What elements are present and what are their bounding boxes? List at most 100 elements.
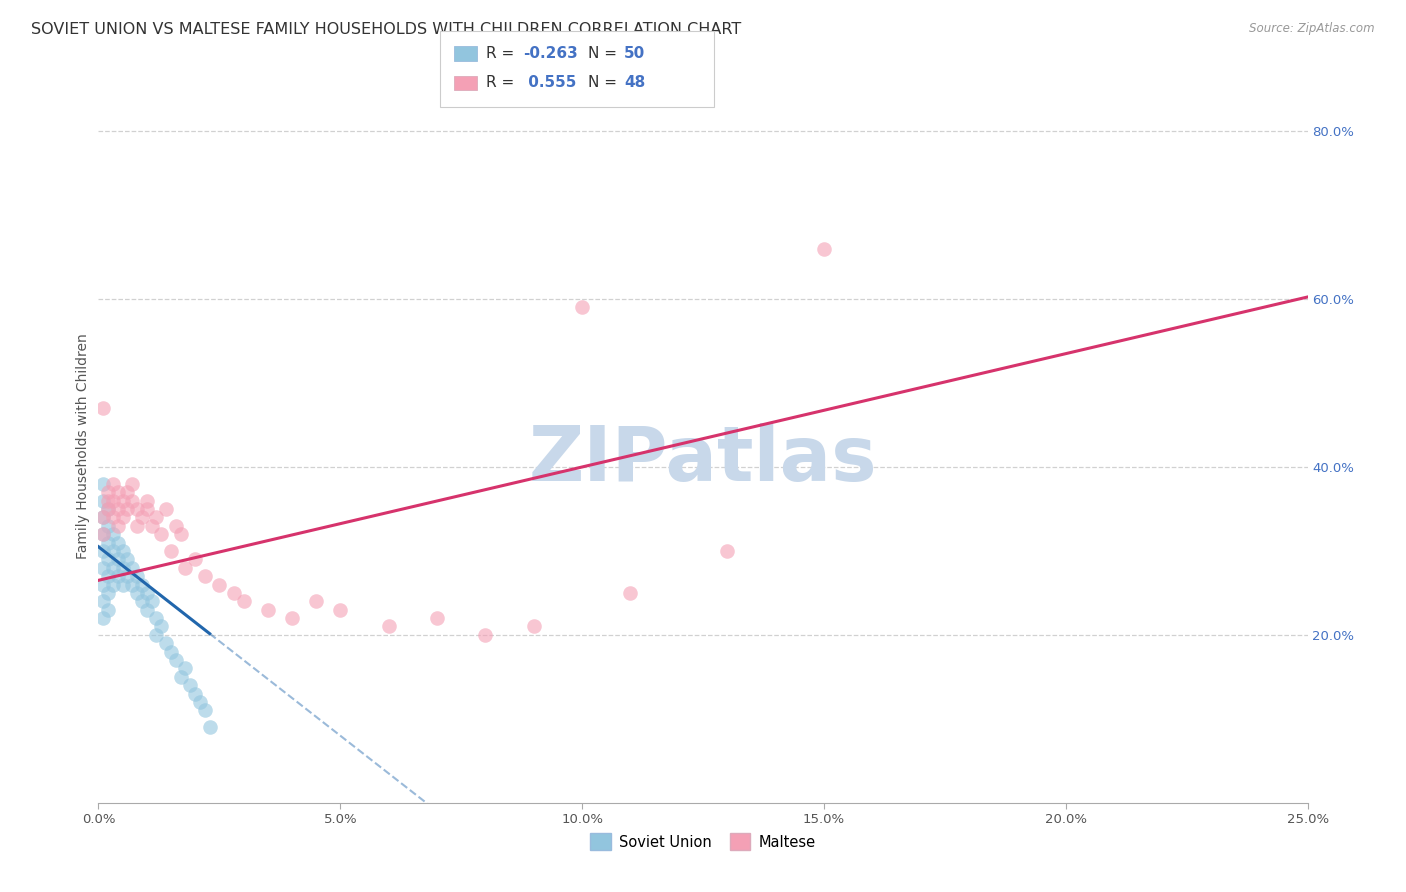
Point xyxy=(160,645,183,659)
Point xyxy=(107,485,129,500)
Text: Source: ZipAtlas.com: Source: ZipAtlas.com xyxy=(1250,22,1375,36)
Point xyxy=(97,603,120,617)
Point xyxy=(377,619,399,633)
Point xyxy=(222,586,245,600)
Y-axis label: Family Households with Children: Family Households with Children xyxy=(76,333,90,559)
Point xyxy=(101,493,124,508)
Point xyxy=(91,544,114,558)
Point xyxy=(97,586,120,600)
Point xyxy=(91,594,114,608)
Point xyxy=(474,628,496,642)
Point xyxy=(101,577,124,591)
Point xyxy=(91,493,114,508)
Point xyxy=(111,577,134,591)
Point xyxy=(523,619,546,633)
Point xyxy=(91,527,114,541)
Point xyxy=(111,493,134,508)
Text: N =: N = xyxy=(588,46,621,61)
Point xyxy=(145,628,167,642)
Text: N =: N = xyxy=(588,76,621,90)
Point xyxy=(165,653,187,667)
Point xyxy=(135,493,157,508)
Point xyxy=(101,527,124,541)
Point xyxy=(208,577,231,591)
Point xyxy=(107,518,129,533)
Point xyxy=(281,611,304,625)
Point xyxy=(91,476,114,491)
Point xyxy=(121,577,143,591)
Text: R =: R = xyxy=(486,76,520,90)
Text: -0.263: -0.263 xyxy=(523,46,578,61)
Point xyxy=(188,695,211,709)
Point xyxy=(150,527,173,541)
Point xyxy=(813,242,835,256)
Point xyxy=(121,476,143,491)
Text: SOVIET UNION VS MALTESE FAMILY HOUSEHOLDS WITH CHILDREN CORRELATION CHART: SOVIET UNION VS MALTESE FAMILY HOUSEHOLD… xyxy=(31,22,741,37)
Point xyxy=(97,569,120,583)
Point xyxy=(107,552,129,566)
Point xyxy=(141,594,163,608)
Point xyxy=(619,586,641,600)
Point xyxy=(131,577,153,591)
Point xyxy=(101,476,124,491)
Point xyxy=(101,560,124,574)
Point xyxy=(179,678,201,692)
Point xyxy=(91,401,114,416)
Point xyxy=(194,569,217,583)
Point xyxy=(117,552,139,566)
Point xyxy=(107,569,129,583)
Point xyxy=(155,502,177,516)
Text: 0.555: 0.555 xyxy=(523,76,576,90)
Point xyxy=(127,569,149,583)
Point xyxy=(716,544,738,558)
Point xyxy=(117,569,139,583)
Point xyxy=(135,502,157,516)
Point xyxy=(101,544,124,558)
Point xyxy=(169,527,191,541)
Point xyxy=(97,535,120,549)
Point xyxy=(97,502,120,516)
Text: ZIPatlas: ZIPatlas xyxy=(529,424,877,497)
Point xyxy=(571,301,593,315)
Point xyxy=(91,577,114,591)
Point xyxy=(174,560,197,574)
Point xyxy=(305,594,328,608)
Point xyxy=(145,611,167,625)
Point xyxy=(111,544,134,558)
Point xyxy=(127,586,149,600)
Point xyxy=(131,594,153,608)
Point xyxy=(97,502,120,516)
Point xyxy=(184,687,207,701)
Point xyxy=(232,594,254,608)
Point xyxy=(141,518,163,533)
Text: 48: 48 xyxy=(624,76,645,90)
Point xyxy=(145,510,167,524)
Text: 50: 50 xyxy=(624,46,645,61)
Point xyxy=(256,603,278,617)
Point xyxy=(127,502,149,516)
Point xyxy=(135,603,157,617)
Point xyxy=(101,510,124,524)
Point xyxy=(117,485,139,500)
Point xyxy=(121,493,143,508)
Point xyxy=(198,720,221,734)
Point xyxy=(426,611,449,625)
Point xyxy=(91,560,114,574)
Point xyxy=(174,661,197,675)
Point xyxy=(169,670,191,684)
Text: R =: R = xyxy=(486,46,520,61)
Point xyxy=(127,518,149,533)
Point xyxy=(97,493,120,508)
Point xyxy=(91,527,114,541)
Point xyxy=(97,485,120,500)
Point xyxy=(131,510,153,524)
Legend: Soviet Union, Maltese: Soviet Union, Maltese xyxy=(585,828,821,856)
Point xyxy=(160,544,183,558)
Point xyxy=(97,518,120,533)
Point xyxy=(155,636,177,650)
Point xyxy=(111,510,134,524)
Point xyxy=(150,619,173,633)
Point xyxy=(91,611,114,625)
Point xyxy=(135,586,157,600)
Point xyxy=(165,518,187,533)
